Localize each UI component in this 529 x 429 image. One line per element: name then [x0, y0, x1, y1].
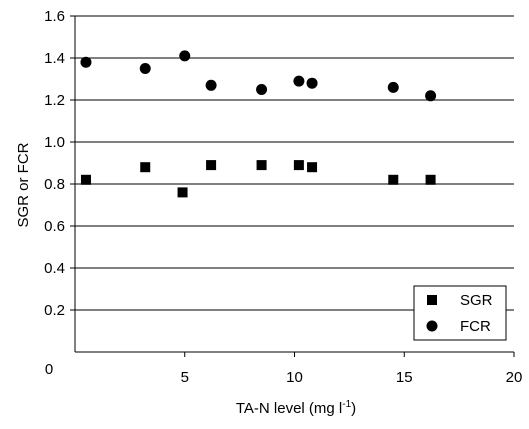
data-point-fcr [139, 63, 151, 74]
x-tick-label: 15 [396, 369, 413, 386]
data-points [80, 50, 437, 198]
x-axis-label-end: ) [351, 400, 356, 417]
legend-label-sgr: SGR [460, 292, 493, 309]
y-tick-label: 0.2 [44, 302, 65, 319]
y-tick-label: 1.6 [44, 8, 65, 25]
y-tick-label: 0.6 [44, 218, 65, 235]
y-tick-label: 1.2 [44, 92, 65, 109]
data-point-sgr [307, 162, 318, 173]
data-point-sgr [177, 187, 188, 198]
data-point-sgr [80, 174, 91, 185]
x-tick-label: 0 [45, 361, 53, 378]
data-point-sgr [293, 160, 304, 171]
data-point-fcr [80, 56, 92, 68]
data-point-sgr [256, 160, 267, 171]
x-tick-label: 10 [286, 369, 303, 386]
legend: SGR FCR [413, 285, 507, 341]
legend-marker-sgr [427, 295, 437, 305]
data-point-fcr [293, 75, 305, 87]
data-point-sgr [140, 162, 151, 173]
y-tick-label: 1.4 [44, 50, 65, 67]
data-point-fcr [387, 81, 399, 93]
y-axis-label: SGR or FCR [15, 142, 32, 227]
data-point-sgr [206, 160, 217, 171]
legend-marker-fcr [426, 320, 438, 332]
data-point-fcr [425, 90, 437, 102]
x-axis-label-superscript: -1 [342, 399, 351, 410]
x-axis-label: TA-N level (mg l-1) [236, 399, 356, 417]
data-point-sgr [388, 174, 399, 185]
legend-label-fcr: FCR [460, 318, 491, 335]
y-tick-label: 0.4 [44, 260, 65, 277]
axes [70, 15, 515, 357]
y-tick-label: 0.8 [44, 176, 65, 193]
data-point-sgr [425, 174, 436, 185]
y-tick-label: 1.0 [44, 134, 65, 151]
data-point-fcr [306, 77, 318, 89]
x-tick-label: 20 [506, 369, 523, 386]
x-axis-label-text: TA-N level (mg l [236, 400, 342, 417]
data-point-fcr [205, 79, 217, 91]
data-point-fcr [256, 84, 268, 95]
tick-labels: 0.2 0.4 0.6 0.8 1.0 1.2 1.4 1.6 0 5 10 15 20 [44, 8, 522, 386]
data-point-fcr [179, 50, 191, 62]
grid-lines [75, 15, 514, 311]
x-tick-label: 5 [181, 369, 189, 386]
